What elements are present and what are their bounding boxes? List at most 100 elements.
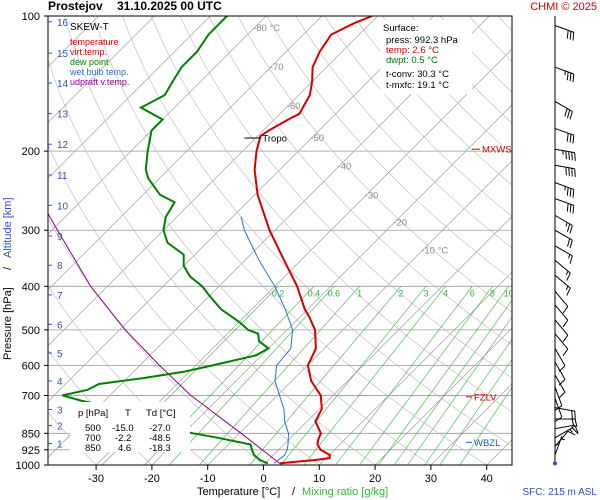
wind-barb-full xyxy=(571,152,573,161)
dry-adiabat xyxy=(266,16,512,281)
surface-dwpt: dwpt: 0.5 °C xyxy=(386,55,438,66)
mixing-ratio-label: 6 xyxy=(470,288,475,298)
grid-layer: 0.2 0.4 0.6 1 2 3 4 6 8 10 12 14 17 20 25-80 °C-70-60-… xyxy=(48,16,600,465)
dry-adiabat xyxy=(324,16,512,217)
wind-barb-full xyxy=(572,135,575,144)
mixing-ratio-line xyxy=(407,316,512,465)
wind-barb-full xyxy=(574,411,576,420)
wind-barb xyxy=(554,229,573,249)
altitude-tick-label: 6 xyxy=(57,320,63,331)
wind-barb xyxy=(554,427,579,439)
wind-barb xyxy=(554,333,569,356)
wind-barb xyxy=(554,148,576,161)
pressure-tick-label: 200 xyxy=(22,146,40,158)
wind-barb xyxy=(554,25,575,41)
isotherm-line xyxy=(263,216,512,465)
wind-barb-full xyxy=(572,32,575,41)
isotherm-label: -20 xyxy=(393,218,407,229)
surface-marker xyxy=(553,461,557,466)
wind-barb-full xyxy=(566,109,571,119)
temperature-curve xyxy=(253,16,373,465)
wind-barb-full xyxy=(566,223,571,232)
wind-barb-full xyxy=(566,133,569,142)
mixing-ratio-label: 1 xyxy=(357,288,362,298)
dry-adiabat xyxy=(295,16,512,249)
wind-barb-staff xyxy=(554,304,569,321)
dry-adiabat xyxy=(48,144,320,465)
legend-updraft: udpraft v.temp. xyxy=(70,77,129,87)
dry-adiabat xyxy=(208,16,512,346)
altitude-tick-label: 5 xyxy=(57,349,63,360)
altitude-tick-label: 11 xyxy=(57,171,68,182)
isotherm-line xyxy=(48,16,267,235)
markers-layer: Tropo MXWS FZLV WBZL xyxy=(244,134,512,449)
wind-barb-full xyxy=(565,151,567,160)
wind-barb-full xyxy=(562,334,569,343)
isotherm-line xyxy=(48,16,434,402)
dry-adiabat xyxy=(48,411,97,465)
sfc-altitude: SFC: 215 m ASL xyxy=(523,487,598,498)
dry-adiabat xyxy=(497,16,512,32)
wind-barb-full xyxy=(566,238,571,247)
temperature-tick-label: 20 xyxy=(369,473,381,485)
wind-barb-full xyxy=(574,418,578,428)
table-cell: 700 xyxy=(85,433,101,444)
surface-title: Surface: xyxy=(383,23,418,34)
wind-barb-staff xyxy=(554,182,574,190)
table-cell: 850 xyxy=(85,443,101,454)
isotherm-line xyxy=(207,160,512,465)
wind-barb-full xyxy=(571,410,573,419)
dry-adiabat xyxy=(179,16,512,379)
wind-barb-staff xyxy=(554,127,574,136)
pressure-tick-label: 700 xyxy=(22,390,40,402)
wind-barb-staff xyxy=(554,436,563,456)
wind-barb xyxy=(554,198,575,214)
wind-barb-full xyxy=(574,168,576,177)
altitude-tick-label: 14 xyxy=(57,79,69,90)
surface-tmxfc: t-mxfc: 19.1 °C xyxy=(386,80,449,91)
wind-barb xyxy=(554,274,571,296)
wind-barb-staff xyxy=(554,164,575,170)
wind-barb-full xyxy=(566,287,571,296)
isotherm-line xyxy=(48,16,378,347)
y-axis-title-pressure: Pressure [hPa] xyxy=(2,287,14,360)
wind-barb-full xyxy=(566,203,569,212)
altitude-tick-label: 13 xyxy=(57,110,69,121)
pressure-tick-label: 300 xyxy=(22,225,40,237)
temperature-tick-label: 10 xyxy=(313,473,325,485)
table-cell: -18.3 xyxy=(149,443,171,454)
wind-barb-full xyxy=(567,430,576,436)
wind-barb-full xyxy=(568,151,570,160)
wind-barb-full xyxy=(569,134,572,143)
wind-barb-staff xyxy=(554,361,566,380)
isotherm-line xyxy=(543,16,600,465)
mixing-ratio-line xyxy=(378,286,509,465)
legend-virt-temp: virt.temp. xyxy=(70,47,107,57)
dry-adiabat xyxy=(48,217,264,465)
wind-barb-full xyxy=(569,188,572,197)
table-cell: -48.5 xyxy=(149,433,171,444)
pressure-tick-label: 925 xyxy=(22,445,40,457)
altitude-tick-label: 8 xyxy=(57,261,63,272)
dry-adiabat xyxy=(48,58,376,465)
mixing-ratio-line xyxy=(303,286,446,465)
mixing-ratio-line xyxy=(335,286,473,465)
mixing-ratio-line xyxy=(168,286,335,465)
wind-barb-staff xyxy=(554,427,573,439)
wind-barb xyxy=(554,304,569,328)
altitude-tick-label: 4 xyxy=(57,377,63,388)
wind-barb-staff xyxy=(554,274,571,289)
wind-barb-staff xyxy=(554,333,569,350)
isotherm-line xyxy=(48,16,155,123)
wind-barb-staff xyxy=(554,245,573,257)
wind-barb xyxy=(554,182,575,198)
mixing-ratio-line xyxy=(424,338,512,465)
mixing-ratio-label: 0.6 xyxy=(328,288,341,298)
wind-barb xyxy=(554,214,573,234)
wind-barb xyxy=(554,407,576,420)
wind-barb-full xyxy=(572,205,575,214)
surface-info-bg xyxy=(380,20,472,94)
wind-barb-half xyxy=(569,428,573,433)
wind-barb-staff xyxy=(554,148,575,154)
